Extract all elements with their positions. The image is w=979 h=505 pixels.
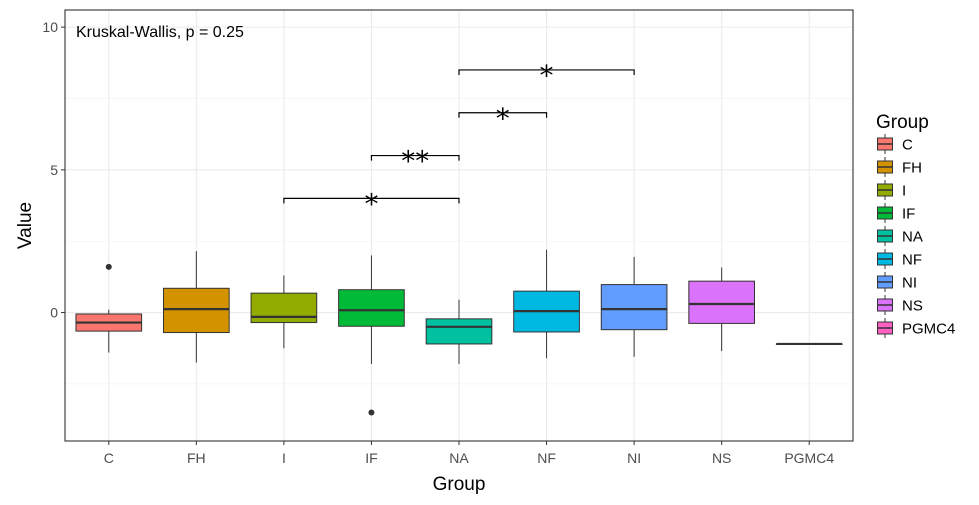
legend-label: FH [902,160,922,177]
box-iqr [250,292,318,324]
box-iqr [600,284,668,331]
x-tick-label: C [104,450,114,466]
legend-item-pgmc4: PGMC4 [877,318,955,338]
y-tick-label: 0 [50,305,58,321]
bracket-line [370,154,460,161]
x-tick-label: IF [365,450,377,466]
box-fh [163,251,230,363]
significance-label: * [364,187,378,220]
y-tick-label: 5 [50,162,58,178]
significance-label: ** [401,145,429,178]
comparison-if-na: ** [370,145,460,178]
box-layer [75,249,843,416]
box-c [75,263,143,353]
legend-item-i: I [877,180,906,200]
y-axis-ticks: 0 5 10 [42,19,65,321]
comparison-i-na: * [283,187,460,220]
significance-label: * [540,59,554,92]
box-nf [513,249,580,359]
box-iqr [163,287,230,334]
legend-label: PGMC4 [902,321,955,338]
y-tick-label: 10 [42,19,58,35]
box-pgmc4 [775,342,843,346]
x-tick-label: NS [712,450,731,466]
comparison-na-nf: * [458,102,548,135]
bracket-line [458,69,635,75]
legend: Group C FH I IF NA NF NI NS PGMC4 [876,112,955,338]
legend-item-ns: NS [877,295,923,315]
box-if [338,255,405,416]
kruskal-wallis-annotation: Kruskal-Wallis, p = 0.25 [76,24,244,41]
x-tick-label: PGMC4 [784,450,834,466]
box-na [425,299,493,364]
legend-label: NI [902,275,917,292]
legend-item-nf: NF [877,249,922,269]
box-ns [688,267,755,352]
x-tick-label: FH [187,450,206,466]
legend-label: IF [902,206,915,223]
bracket-line [283,197,460,204]
y-axis-title: Value [15,202,36,249]
x-tick-label: NA [449,450,469,466]
outlier-point [105,263,112,270]
legend-label: NF [902,252,922,269]
comparison-na-ni: * [458,59,635,92]
x-axis-ticks: C FH I IF NA NF NI NS PGMC4 [104,441,834,466]
box-ni [600,256,668,357]
box-iqr [425,318,493,345]
legend-label: C [902,137,913,154]
legend-label: I [902,183,906,200]
x-axis-title: Group [433,474,486,495]
legend-label: NS [902,298,923,315]
legend-label: NA [902,229,923,246]
x-tick-label: I [282,450,286,466]
legend-item-na: NA [877,226,923,246]
outlier-point [368,409,375,416]
significance-brackets: ***** [283,59,635,220]
x-tick-label: NI [627,450,641,466]
legend-item-if: IF [877,203,915,223]
legend-item-ni: NI [877,272,917,292]
box-i [250,275,318,349]
box-iqr [688,280,755,324]
significance-label: * [496,102,510,135]
bracket-line [458,112,548,118]
legend-item-c: C [877,134,913,154]
legend-item-fh: FH [877,157,922,177]
legend-title: Group [876,112,929,133]
x-tick-label: NF [537,450,556,466]
plot-border [64,9,854,442]
box-iqr [338,289,405,327]
grid-lines [65,10,853,441]
